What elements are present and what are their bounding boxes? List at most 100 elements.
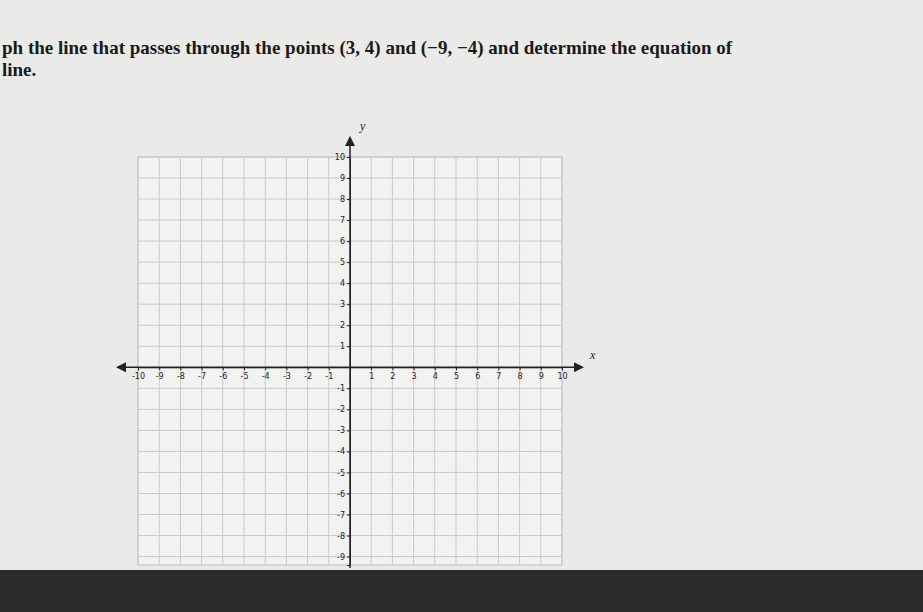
y-tick-mark bbox=[347, 346, 350, 347]
x-tick: 6 bbox=[475, 367, 480, 381]
x-tick: -3 bbox=[283, 367, 291, 381]
y-tick: 1 bbox=[340, 342, 350, 351]
x-axis: -10-9-8-7-6-5-4-3-2-112345678910 bbox=[132, 367, 568, 381]
x-tick-label: 6 bbox=[475, 372, 480, 381]
x-tick-mark bbox=[329, 367, 330, 370]
x-tick: -8 bbox=[177, 367, 185, 381]
y-tick-label: -8 bbox=[337, 532, 345, 541]
y-tick: 2 bbox=[340, 321, 350, 330]
y-tick-label: 9 bbox=[340, 174, 345, 183]
x-tick: 1 bbox=[369, 367, 374, 381]
x-tick-mark bbox=[477, 367, 478, 370]
taskbar bbox=[0, 570, 923, 612]
grid-line bbox=[498, 157, 499, 565]
grid-line bbox=[456, 157, 457, 565]
x-tick-mark bbox=[308, 367, 309, 370]
y-tick-label: 1 bbox=[340, 342, 345, 351]
y-tick-mark bbox=[347, 262, 350, 263]
x-tick: -4 bbox=[262, 367, 270, 381]
y-tick-mark bbox=[347, 388, 350, 389]
y-tick-mark bbox=[347, 515, 350, 516]
y-tick-mark bbox=[347, 472, 350, 473]
y-tick-mark bbox=[347, 199, 350, 200]
x-tick-label: -7 bbox=[198, 372, 206, 381]
y-axis-line bbox=[347, 158, 351, 566]
y-tick-mark bbox=[347, 283, 350, 284]
y-tick-mark bbox=[347, 178, 350, 179]
grid-line bbox=[392, 157, 393, 565]
x-tick-mark bbox=[435, 367, 436, 370]
x-tick-mark bbox=[498, 367, 499, 370]
x-tick-mark bbox=[562, 367, 563, 370]
x-tick: -5 bbox=[241, 367, 249, 381]
x-tick-label: -3 bbox=[283, 372, 291, 381]
x-tick: 8 bbox=[518, 367, 523, 381]
x-tick: 3 bbox=[412, 367, 417, 381]
y-tick-mark bbox=[347, 409, 350, 410]
grid bbox=[138, 157, 562, 565]
y-tick: -6 bbox=[337, 490, 350, 499]
x-tick-mark bbox=[392, 367, 393, 370]
y-tick: 3 bbox=[340, 300, 350, 309]
y-tick: 5 bbox=[340, 258, 350, 267]
x-tick-mark bbox=[159, 367, 160, 370]
x-tick-label: -10 bbox=[132, 372, 145, 381]
x-tick: 9 bbox=[539, 367, 544, 381]
y-tick: -1 bbox=[337, 384, 350, 393]
x-tick-mark bbox=[541, 367, 542, 370]
x-tick-mark bbox=[244, 367, 245, 370]
grid-line bbox=[477, 157, 478, 565]
y-tick: -9 bbox=[337, 553, 350, 562]
y-tick-label: -6 bbox=[337, 490, 345, 499]
x-tick-label: -9 bbox=[156, 372, 164, 381]
grid-line bbox=[307, 157, 308, 565]
y-tick: -3 bbox=[337, 426, 350, 435]
x-tick-mark bbox=[223, 367, 224, 370]
title: ph the line that passes through the poin… bbox=[2, 37, 733, 59]
x-tick: -6 bbox=[219, 367, 227, 381]
y-axis-label: y bbox=[359, 119, 366, 133]
y-tick-label: -5 bbox=[337, 469, 345, 478]
grid-line bbox=[286, 157, 287, 565]
y-tick: 7 bbox=[340, 216, 350, 225]
x-tick: -2 bbox=[304, 367, 312, 381]
x-tick-label: 9 bbox=[539, 372, 544, 381]
x-tick-mark bbox=[520, 367, 521, 370]
y-tick-label: 5 bbox=[340, 258, 345, 267]
y-tick-mark bbox=[347, 536, 350, 537]
x-tick-mark bbox=[180, 367, 181, 370]
y-axis: -9-8-7-6-5-4-3-2-112345678910 bbox=[335, 153, 351, 565]
y-tick-label: 7 bbox=[340, 216, 345, 225]
x-tick-label: 10 bbox=[557, 372, 567, 381]
y-tick-mark bbox=[347, 325, 350, 326]
y-tick-label: 2 bbox=[340, 321, 345, 330]
x-tick-label: -8 bbox=[177, 372, 185, 381]
x-tick-label: 3 bbox=[412, 372, 417, 381]
x-tick-label: -2 bbox=[304, 372, 312, 381]
y-tick-mark bbox=[347, 157, 350, 158]
x-tick-label: -6 bbox=[219, 372, 227, 381]
x-tick: 10 bbox=[557, 367, 567, 381]
y-tick-label: -7 bbox=[337, 511, 345, 520]
x-tick-mark bbox=[202, 367, 203, 370]
y-tick-label: 6 bbox=[340, 237, 345, 246]
x-tick: 5 bbox=[454, 367, 459, 381]
x-tick-label: 4 bbox=[433, 372, 438, 381]
x-tick-label: 5 bbox=[454, 372, 459, 381]
grid-line bbox=[159, 157, 160, 565]
x-tick-label: 8 bbox=[518, 372, 523, 381]
grid-line bbox=[201, 157, 202, 565]
y-tick: 6 bbox=[340, 237, 350, 246]
x-tick-mark bbox=[286, 367, 287, 370]
grid-line bbox=[328, 157, 329, 565]
y-tick: -7 bbox=[337, 511, 350, 520]
x-tick-mark bbox=[456, 367, 457, 370]
grid-line bbox=[180, 157, 181, 565]
grid-line bbox=[138, 157, 139, 565]
x-tick-label: 1 bbox=[369, 372, 374, 381]
grid-line bbox=[244, 157, 245, 565]
x-axis-label: x bbox=[589, 348, 596, 362]
y-tick-label: 8 bbox=[340, 195, 345, 204]
x-tick-mark bbox=[371, 367, 372, 370]
y-tick-mark bbox=[347, 493, 350, 494]
